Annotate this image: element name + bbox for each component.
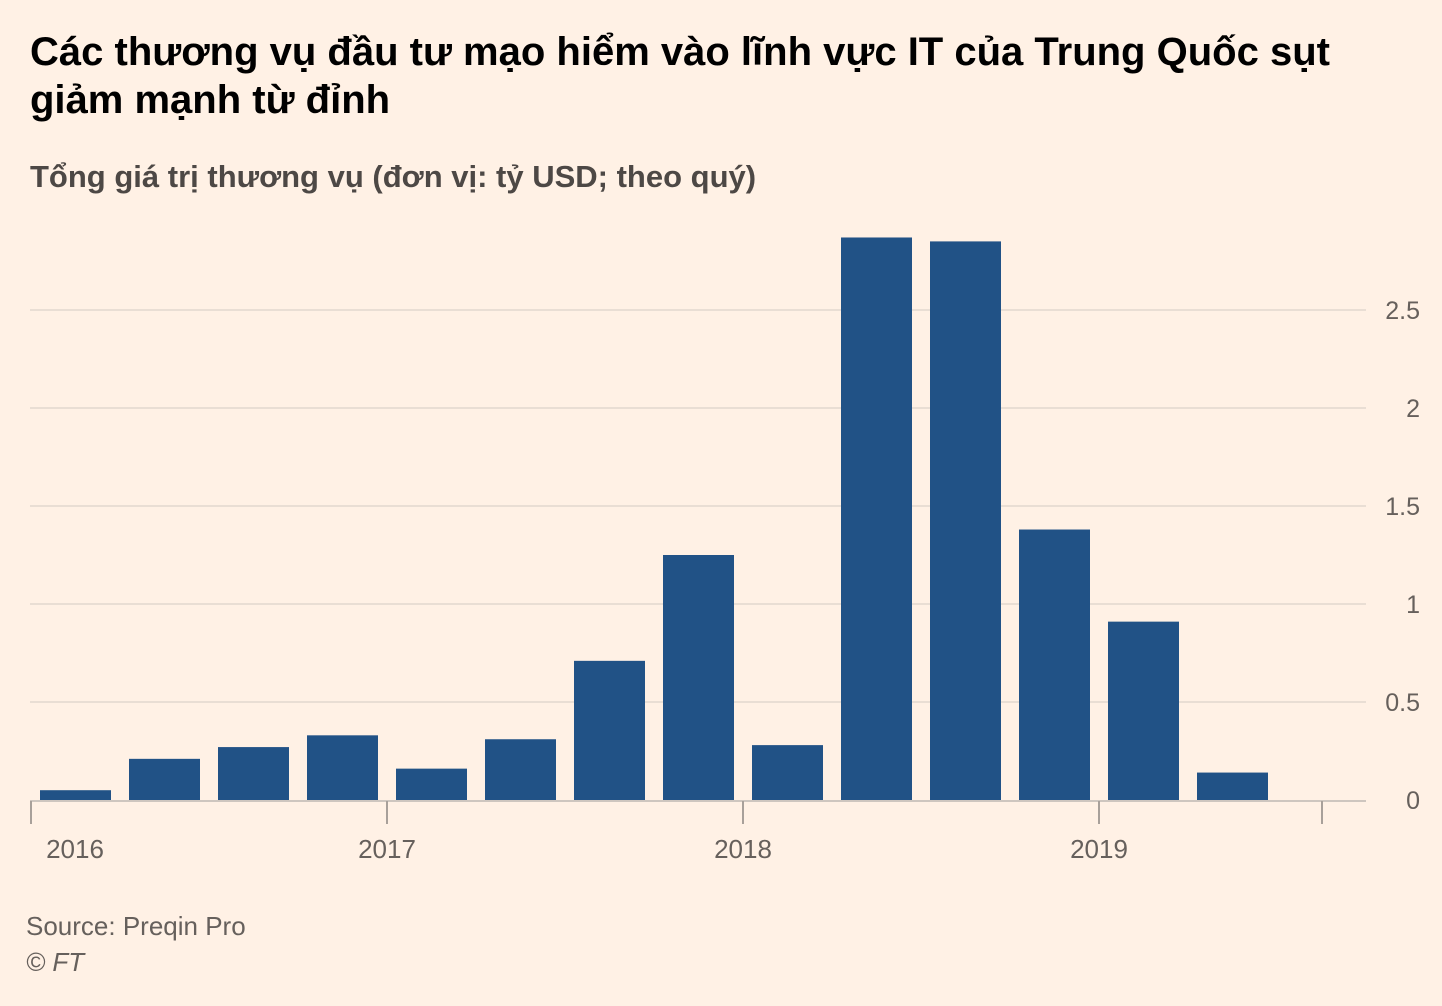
y-tick-label: 1.5 [1385, 493, 1420, 521]
bar [1108, 621, 1179, 800]
x-axis: 2016 2017 2018 2019 [30, 800, 1366, 864]
y-tick-label: 0.5 [1385, 689, 1420, 717]
bar [1197, 772, 1268, 800]
chart-title: Các thương vụ đầu tư mạo hiểm vào lĩnh v… [30, 30, 1330, 122]
y-tick-label: 2 [1406, 395, 1420, 423]
y-tick-label: 2.5 [1385, 297, 1420, 325]
bars [40, 237, 1268, 801]
source-note: Source: Preqin Pro [26, 911, 246, 941]
bar [218, 747, 289, 800]
chart-subtitle: Tổng giá trị thương vụ (đơn vị: tỷ USD; … [30, 159, 757, 194]
bar [40, 790, 111, 800]
bar [574, 660, 645, 800]
bar [485, 739, 556, 800]
x-tick-label: 2017 [358, 834, 416, 864]
y-axis: 0 0.5 1 1.5 2 2.5 [1385, 297, 1420, 815]
bar [663, 555, 734, 800]
x-tick-label: 2019 [1070, 834, 1128, 864]
y-tick-label: 0 [1406, 787, 1420, 815]
x-tick-label: 2018 [714, 834, 772, 864]
bar [396, 768, 467, 800]
chart-footer: Source: Preqin Pro © FT [26, 908, 246, 980]
bar [1019, 529, 1090, 800]
x-tick-label: 2016 [46, 834, 104, 864]
bar [930, 241, 1001, 800]
bar [129, 758, 200, 800]
bar [307, 735, 378, 800]
y-tick-label: 1 [1406, 591, 1420, 619]
bar [841, 237, 912, 801]
bar [752, 745, 823, 800]
copyright-note: © FT [26, 947, 85, 977]
